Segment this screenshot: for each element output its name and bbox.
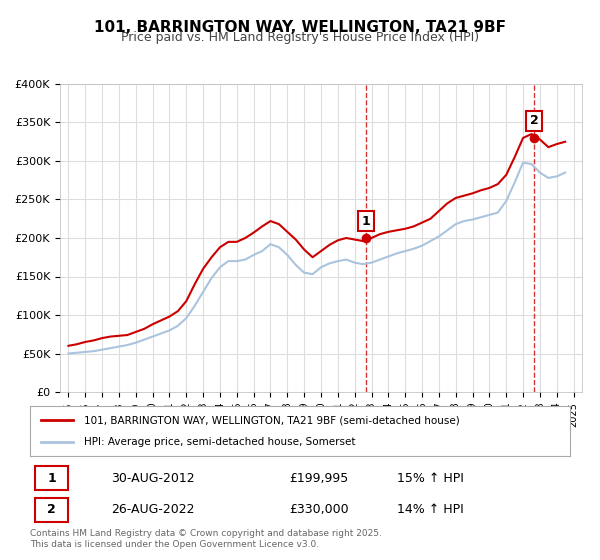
Text: 15% ↑ HPI: 15% ↑ HPI: [397, 472, 464, 484]
Text: 101, BARRINGTON WAY, WELLINGTON, TA21 9BF (semi-detached house): 101, BARRINGTON WAY, WELLINGTON, TA21 9B…: [84, 415, 460, 425]
Text: 2: 2: [47, 503, 56, 516]
FancyBboxPatch shape: [35, 466, 68, 490]
FancyBboxPatch shape: [35, 497, 68, 522]
Text: HPI: Average price, semi-detached house, Somerset: HPI: Average price, semi-detached house,…: [84, 437, 355, 447]
Text: 101, BARRINGTON WAY, WELLINGTON, TA21 9BF: 101, BARRINGTON WAY, WELLINGTON, TA21 9B…: [94, 20, 506, 35]
Text: 26-AUG-2022: 26-AUG-2022: [111, 503, 194, 516]
Text: 14% ↑ HPI: 14% ↑ HPI: [397, 503, 464, 516]
Text: 1: 1: [362, 214, 370, 227]
Text: 2: 2: [530, 114, 539, 128]
Text: £330,000: £330,000: [289, 503, 349, 516]
Text: Contains HM Land Registry data © Crown copyright and database right 2025.
This d: Contains HM Land Registry data © Crown c…: [30, 529, 382, 549]
Text: £199,995: £199,995: [289, 472, 349, 484]
Text: 30-AUG-2012: 30-AUG-2012: [111, 472, 194, 484]
Text: Price paid vs. HM Land Registry's House Price Index (HPI): Price paid vs. HM Land Registry's House …: [121, 31, 479, 44]
Text: 1: 1: [47, 472, 56, 484]
